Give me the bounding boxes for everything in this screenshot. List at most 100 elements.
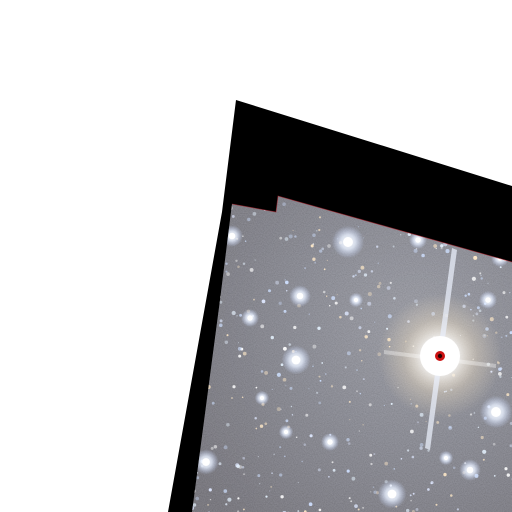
star [377, 262, 379, 264]
star [489, 317, 494, 322]
star [219, 300, 223, 304]
star [254, 416, 257, 420]
star [350, 500, 353, 503]
star [259, 424, 264, 428]
star [348, 400, 351, 403]
star [242, 456, 246, 460]
star-core [353, 297, 359, 303]
star [288, 234, 293, 239]
star [217, 207, 220, 210]
star [223, 445, 228, 450]
star [213, 445, 218, 449]
star [197, 296, 202, 300]
star [352, 275, 355, 278]
star [436, 420, 440, 424]
star [344, 311, 349, 316]
star [283, 309, 287, 313]
star [210, 446, 214, 450]
star [278, 301, 282, 305]
star [235, 259, 238, 262]
star [195, 250, 199, 253]
star [373, 453, 376, 455]
star [323, 268, 326, 271]
star [264, 370, 269, 375]
star-core [343, 237, 353, 247]
star [386, 286, 391, 290]
star [247, 217, 251, 222]
star [356, 369, 358, 372]
star [264, 422, 268, 426]
star [364, 335, 368, 339]
star [224, 340, 229, 345]
star [499, 375, 502, 378]
star [492, 442, 496, 446]
star [317, 468, 321, 472]
star [359, 392, 362, 395]
star [377, 284, 381, 289]
star [367, 330, 371, 334]
star [223, 489, 228, 493]
star [456, 508, 460, 511]
star [285, 289, 288, 292]
star [314, 261, 317, 264]
star [288, 343, 291, 346]
star [440, 247, 443, 250]
star-core [228, 232, 236, 240]
star [372, 486, 375, 488]
star [260, 324, 265, 329]
star [505, 334, 508, 337]
star [324, 373, 327, 375]
star [291, 414, 294, 416]
star [357, 226, 360, 228]
star [312, 233, 316, 237]
star [363, 273, 368, 277]
star [258, 482, 261, 485]
star [308, 502, 313, 507]
star [195, 496, 200, 501]
star [284, 237, 289, 241]
star [293, 325, 297, 330]
star [477, 426, 480, 429]
star [473, 412, 476, 414]
star [276, 407, 281, 412]
star [328, 305, 331, 307]
star [509, 292, 511, 294]
star [357, 508, 360, 511]
star [362, 424, 364, 426]
star [327, 244, 331, 248]
star [318, 375, 321, 378]
star [273, 453, 275, 456]
star [260, 370, 264, 373]
star [244, 240, 247, 242]
star [373, 490, 377, 494]
star [318, 216, 322, 219]
star [301, 460, 303, 463]
star [384, 461, 389, 466]
star [309, 434, 313, 438]
star [226, 423, 230, 427]
star [370, 462, 373, 466]
star [362, 506, 365, 509]
star [368, 403, 372, 407]
star [242, 508, 245, 511]
star [360, 307, 363, 310]
star [473, 255, 478, 260]
star [275, 280, 279, 285]
star [367, 292, 372, 297]
star [344, 366, 347, 369]
star [505, 315, 509, 319]
star-core [485, 297, 491, 303]
star [297, 481, 299, 484]
star-core [415, 237, 421, 243]
star [318, 508, 322, 512]
star [506, 393, 510, 397]
star [282, 377, 287, 382]
star [257, 474, 261, 478]
star [219, 323, 223, 328]
star [318, 228, 321, 232]
star [482, 449, 487, 454]
star [331, 296, 336, 301]
star [406, 508, 410, 512]
star [480, 277, 483, 280]
